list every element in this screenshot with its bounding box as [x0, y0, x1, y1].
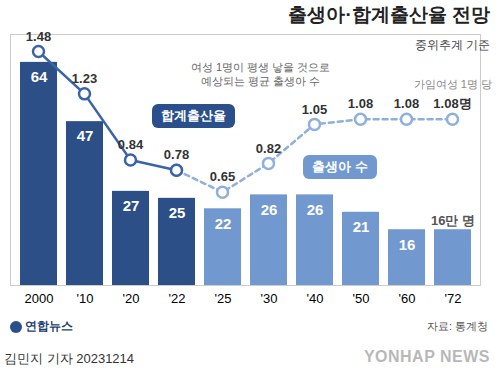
- svg-text:2000: 2000: [25, 291, 54, 306]
- svg-text:16: 16: [399, 236, 416, 253]
- html-text:가임여성 1명 당: 가임여성 1명 당: [413, 78, 492, 90]
- svg-text:26: 26: [307, 201, 324, 218]
- svg-text:16만 명: 16만 명: [431, 213, 475, 228]
- svg-text:'40: '40: [307, 291, 324, 306]
- svg-text:26: 26: [261, 201, 278, 218]
- svg-text:64: 64: [31, 68, 48, 85]
- svg-text:'72: '72: [445, 291, 462, 306]
- svg-text:1.23: 1.23: [72, 71, 97, 86]
- html-text:출생아·합계출산율 전망: 출생아·합계출산율 전망: [288, 4, 490, 25]
- html-text:김민지 기자 20231214: 김민지 기자 20231214: [4, 351, 135, 366]
- svg-text:47: 47: [77, 127, 94, 144]
- html-text:중위추계 기준: 중위추계 기준: [414, 38, 490, 52]
- svg-text:1.05: 1.05: [302, 102, 327, 117]
- svg-text:0.78: 0.78: [164, 147, 189, 162]
- html-text:연합뉴스: 연합뉴스: [25, 319, 73, 333]
- svg-text:25: 25: [169, 204, 186, 221]
- svg-text:'60: '60: [399, 291, 416, 306]
- svg-text:0.82: 0.82: [256, 141, 281, 156]
- svg-text:'25: '25: [215, 291, 232, 306]
- svg-text:1.08: 1.08: [394, 96, 419, 111]
- svg-text:'10: '10: [77, 291, 94, 306]
- svg-text:1.48: 1.48: [26, 29, 51, 44]
- html-text:YONHAP NEWS: YONHAP NEWS: [363, 348, 490, 365]
- svg-text:21: 21: [353, 218, 370, 235]
- svg-text:0.65: 0.65: [210, 169, 235, 184]
- svg-text:'20: '20: [123, 291, 140, 306]
- svg-text:1.08명: 1.08명: [433, 96, 471, 111]
- svg-text:'30: '30: [261, 291, 278, 306]
- svg-text:0.84: 0.84: [118, 137, 144, 152]
- html-text:합계출산율: 합계출산율: [161, 108, 226, 123]
- svg-text:1.08: 1.08: [348, 96, 373, 111]
- svg-text:22: 22: [215, 215, 232, 232]
- svg-text:'22: '22: [169, 291, 186, 306]
- svg-text:27: 27: [123, 197, 140, 214]
- html-text:자료: 통계청: 자료: 통계청: [426, 320, 488, 332]
- html-text:여성 1명이 평생 낳을 것으로 예상되는 평균 출생아 수: 여성 1명이 평생 낳을 것으로 예상되는 평균 출생아 수: [190, 61, 331, 87]
- html-text:출생아 수: 출생아 수: [312, 159, 368, 174]
- svg-text:'50: '50: [353, 291, 370, 306]
